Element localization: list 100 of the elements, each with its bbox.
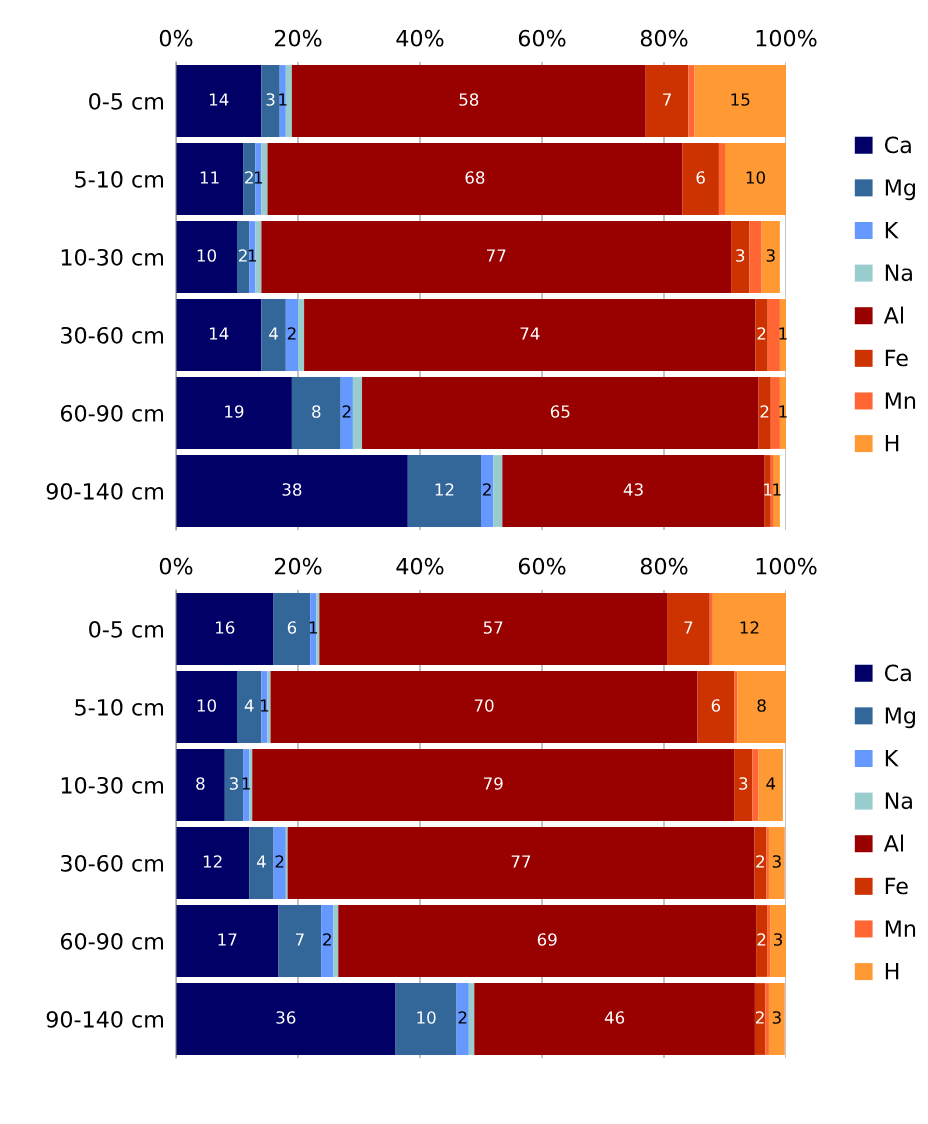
data-label: 14 — [209, 93, 229, 106]
bar — [758, 377, 771, 449]
bar — [737, 671, 786, 743]
bar — [768, 827, 785, 899]
y-tick-label: 0-5 cm — [89, 620, 163, 638]
bar — [279, 65, 286, 137]
y-tick-label: 10-30 cm — [61, 776, 163, 794]
bar — [291, 377, 341, 449]
bar — [768, 983, 785, 1055]
data-label: 3 — [766, 249, 775, 262]
data-label: 8 — [312, 405, 321, 418]
bar — [754, 983, 766, 1055]
bar — [755, 299, 768, 371]
legend-label: Na — [885, 264, 912, 282]
data-label: 3 — [772, 1011, 781, 1024]
bar — [754, 827, 767, 899]
bar — [261, 221, 732, 293]
data-label: 2 — [239, 249, 247, 262]
data-label: 2 — [483, 483, 491, 496]
bar — [766, 827, 769, 899]
bar — [731, 221, 750, 293]
bar — [285, 299, 298, 371]
legend-label: Mn — [885, 920, 916, 937]
bar — [752, 749, 759, 821]
legend-label: Mg — [885, 707, 915, 729]
data-label: 3 — [229, 777, 238, 790]
bar — [718, 143, 725, 215]
bar — [712, 593, 786, 665]
data-label: 38 — [282, 483, 302, 496]
data-label: 2 — [458, 1011, 467, 1024]
bar — [278, 905, 322, 977]
bar — [176, 905, 279, 977]
y-tick-label: 90-140 cm — [46, 482, 163, 500]
bar — [764, 455, 771, 527]
bar — [176, 299, 262, 371]
x-tick-label: 80% — [640, 557, 688, 575]
bar — [249, 749, 253, 821]
data-label: 70 — [474, 699, 494, 712]
data-label: 15 — [731, 93, 750, 106]
data-label: 2 — [323, 933, 331, 946]
bar — [249, 827, 274, 899]
data-label: 58 — [459, 93, 479, 106]
data-label: 3 — [772, 855, 781, 868]
data-label: 10 — [197, 699, 216, 712]
bar — [273, 593, 311, 665]
data-label: 7 — [663, 93, 671, 106]
x-tick-label: 60% — [518, 29, 566, 47]
legend-label: Na — [885, 792, 912, 810]
bar — [395, 983, 457, 1055]
data-label: 4 — [269, 327, 278, 340]
bar — [667, 593, 710, 665]
legend-label: Ca — [884, 136, 911, 154]
x-tick-label: 0% — [159, 29, 193, 47]
bar — [767, 905, 771, 977]
data-label: 6 — [287, 621, 297, 634]
bar — [770, 455, 774, 527]
bar — [770, 377, 780, 449]
bar — [176, 377, 292, 449]
bar — [176, 143, 244, 215]
y-tick-label: 60-90 cm — [60, 932, 163, 950]
bar — [176, 65, 262, 137]
data-label: 16 — [216, 621, 235, 634]
legend-label: H — [885, 435, 899, 452]
data-label: 65 — [550, 405, 570, 418]
bar — [756, 905, 768, 977]
bar — [255, 221, 262, 293]
bar — [237, 221, 250, 293]
y-tick-label: 90-140 cm — [46, 1010, 163, 1028]
bar — [261, 299, 286, 371]
bar — [176, 221, 237, 293]
x-tick-label: 60% — [518, 557, 566, 575]
bar — [407, 455, 481, 527]
data-label: 69 — [537, 933, 557, 946]
data-label: 36 — [276, 1011, 296, 1024]
bar — [298, 299, 305, 371]
data-label: 2 — [275, 855, 284, 868]
bar — [761, 221, 780, 293]
data-label: 12 — [740, 621, 759, 634]
bar — [338, 905, 757, 977]
bar — [267, 143, 683, 215]
data-label: 17 — [218, 933, 237, 946]
data-label: 1 — [248, 249, 257, 262]
data-label: 2 — [755, 1011, 764, 1024]
legend-label: Al — [883, 834, 903, 852]
bar — [767, 299, 780, 371]
legend-label: K — [885, 222, 899, 239]
bar — [734, 671, 738, 743]
data-label: 1 — [764, 483, 772, 496]
bar — [697, 671, 735, 743]
data-label: 7 — [684, 621, 693, 634]
bar — [255, 143, 262, 215]
bar — [252, 749, 735, 821]
data-label: 14 — [209, 327, 229, 340]
bar — [694, 65, 786, 137]
data-label: 2 — [757, 327, 766, 340]
text: Ca — [884, 664, 911, 682]
y-tick-label: 30-60 cm — [61, 326, 163, 344]
data-label: 1 — [242, 777, 250, 790]
bar — [758, 749, 783, 821]
bar — [725, 143, 786, 215]
